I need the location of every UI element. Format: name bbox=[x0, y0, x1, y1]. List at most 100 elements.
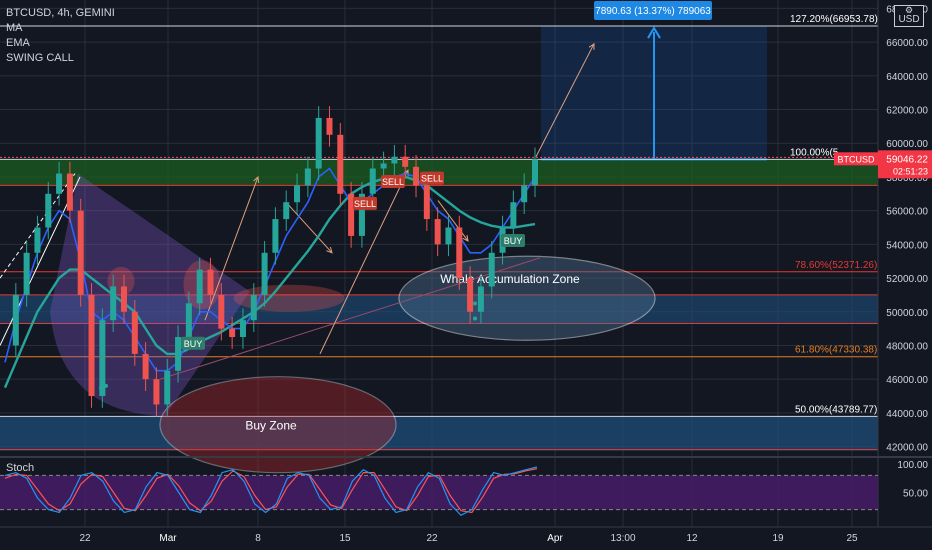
fib-level-label: 100.00%(5 bbox=[790, 147, 839, 158]
buy-signal-marker: BUY bbox=[184, 339, 203, 349]
candle-body bbox=[434, 219, 441, 245]
price-axis-tick: 44000.00 bbox=[886, 409, 928, 420]
symbol-title[interactable]: BTCUSD, 4h, GEMINI bbox=[6, 7, 115, 19]
indicator-ema[interactable]: EMA bbox=[6, 37, 30, 49]
candle-body bbox=[66, 173, 73, 211]
candle-body bbox=[207, 269, 214, 295]
price-axis-tick: 62000.00 bbox=[886, 106, 928, 117]
candle-body bbox=[304, 168, 311, 186]
candle-body bbox=[23, 252, 30, 295]
candle-body bbox=[77, 210, 84, 295]
fib-level-label: 50.00%(43789.77) bbox=[795, 404, 877, 415]
ma-series-line bbox=[3, 175, 536, 389]
current-symbol-label: BTCUSD bbox=[837, 154, 875, 164]
candle-body bbox=[315, 117, 322, 169]
stoch-indicator-label[interactable]: Stoch bbox=[6, 462, 35, 474]
price-axis-tick: 52000.00 bbox=[886, 274, 928, 285]
buy-signal-marker: BUY bbox=[504, 236, 523, 246]
candle-body bbox=[164, 370, 171, 405]
projection-label: 7890.63 (13.37%) 789063 bbox=[595, 6, 711, 17]
candle-body bbox=[413, 166, 420, 186]
stoch-axis-tick: 100.00 bbox=[897, 460, 928, 471]
candle-body bbox=[272, 219, 279, 253]
price-axis-tick: 56000.00 bbox=[886, 207, 928, 218]
forecast-arrow-head bbox=[588, 42, 595, 50]
candle-body bbox=[261, 252, 268, 295]
stoch-axis-tick: 50.00 bbox=[903, 489, 928, 500]
candle-body bbox=[175, 337, 182, 371]
candle-body bbox=[348, 193, 355, 236]
candle-body bbox=[358, 193, 365, 236]
time-axis-tick: 22 bbox=[426, 533, 438, 544]
currency-label: USD bbox=[898, 14, 920, 25]
fib-level-label: 61.80%(47330.38) bbox=[795, 345, 877, 356]
time-axis-tick: 15 bbox=[339, 533, 351, 544]
time-axis-tick: 25 bbox=[846, 533, 858, 544]
red-highlight-ellipse bbox=[233, 284, 345, 312]
candle-body bbox=[477, 286, 484, 312]
candle-body bbox=[45, 193, 52, 228]
candle-body bbox=[380, 163, 387, 169]
candle-body bbox=[99, 320, 106, 397]
candle-body bbox=[423, 185, 430, 220]
candle-body bbox=[294, 185, 301, 203]
chart-legend: BTCUSD, 4h, GEMINI MA EMA SWING CALL bbox=[6, 6, 115, 66]
settings-gear-icon[interactable]: ⚙ bbox=[904, 5, 914, 15]
candle-body bbox=[153, 379, 160, 405]
time-axis-tick: 19 bbox=[772, 533, 784, 544]
forecast-arrow-head bbox=[253, 175, 260, 183]
buy-zone-band bbox=[0, 416, 878, 451]
candle-body bbox=[196, 269, 203, 304]
price-axis-tick: 58000.00 bbox=[886, 173, 928, 184]
currency-selector[interactable]: ⚙ USD bbox=[894, 5, 924, 27]
forecast-arrow bbox=[437, 200, 469, 242]
projection-arrow-head bbox=[647, 26, 661, 39]
whale-zone-ellipse bbox=[398, 255, 656, 341]
forecast-arrow bbox=[535, 43, 595, 157]
price-axis-tick: 54000.00 bbox=[886, 240, 928, 251]
candle-body bbox=[521, 185, 528, 203]
indicator-ma[interactable]: MA bbox=[6, 22, 23, 34]
buy-zone-ellipse bbox=[159, 376, 397, 474]
candle-body bbox=[110, 286, 117, 321]
swing-call-dot bbox=[473, 301, 477, 306]
time-axis-tick: Apr bbox=[547, 533, 563, 544]
candle-body bbox=[532, 159, 538, 186]
price-axis-tick: 50000.00 bbox=[886, 308, 928, 319]
candle-body bbox=[12, 294, 19, 346]
sell-signal-marker-box bbox=[381, 175, 405, 188]
candle-body bbox=[391, 156, 398, 164]
sell-signal-marker-box bbox=[420, 171, 444, 185]
current-symbol-box bbox=[834, 152, 878, 166]
whale-zone-label: Whale Accumulation Zone bbox=[440, 272, 580, 286]
candle-body bbox=[218, 294, 225, 329]
candle-body bbox=[467, 278, 474, 312]
candle-body bbox=[250, 294, 257, 321]
buy-signal-marker-box bbox=[501, 233, 525, 247]
candle-body bbox=[185, 303, 192, 338]
time-axis-tick: Mar bbox=[159, 533, 177, 544]
current-price-value: 59046.22 bbox=[886, 154, 928, 165]
price-axis-tick: 42000.00 bbox=[886, 443, 928, 454]
time-axis-tick: 22 bbox=[79, 533, 91, 544]
fib-level-label: 78.60%(52371.26) bbox=[795, 260, 877, 271]
forecast-arrow-head bbox=[326, 246, 333, 254]
forecast-arrow bbox=[204, 176, 259, 321]
candle-body bbox=[239, 320, 246, 338]
accumulation-band bbox=[0, 294, 878, 324]
sell-signal-marker: SELL bbox=[382, 177, 404, 187]
price-axis-tick: 48000.00 bbox=[886, 341, 928, 352]
current-price-box bbox=[878, 150, 932, 179]
sell-signal-marker-box bbox=[353, 196, 377, 210]
candle-body bbox=[445, 227, 452, 245]
indicator-swing-call[interactable]: SWING CALL bbox=[6, 52, 74, 64]
forecast-arrow bbox=[319, 169, 409, 355]
price-axis-tick: 66000.00 bbox=[886, 38, 928, 49]
price-axis-tick: 64000.00 bbox=[886, 72, 928, 83]
candle-body bbox=[510, 202, 517, 228]
price-axis-panel bbox=[878, 0, 932, 550]
price-axis-tick: 60000.00 bbox=[886, 139, 928, 150]
price-axis-tick: 46000.00 bbox=[886, 375, 928, 386]
